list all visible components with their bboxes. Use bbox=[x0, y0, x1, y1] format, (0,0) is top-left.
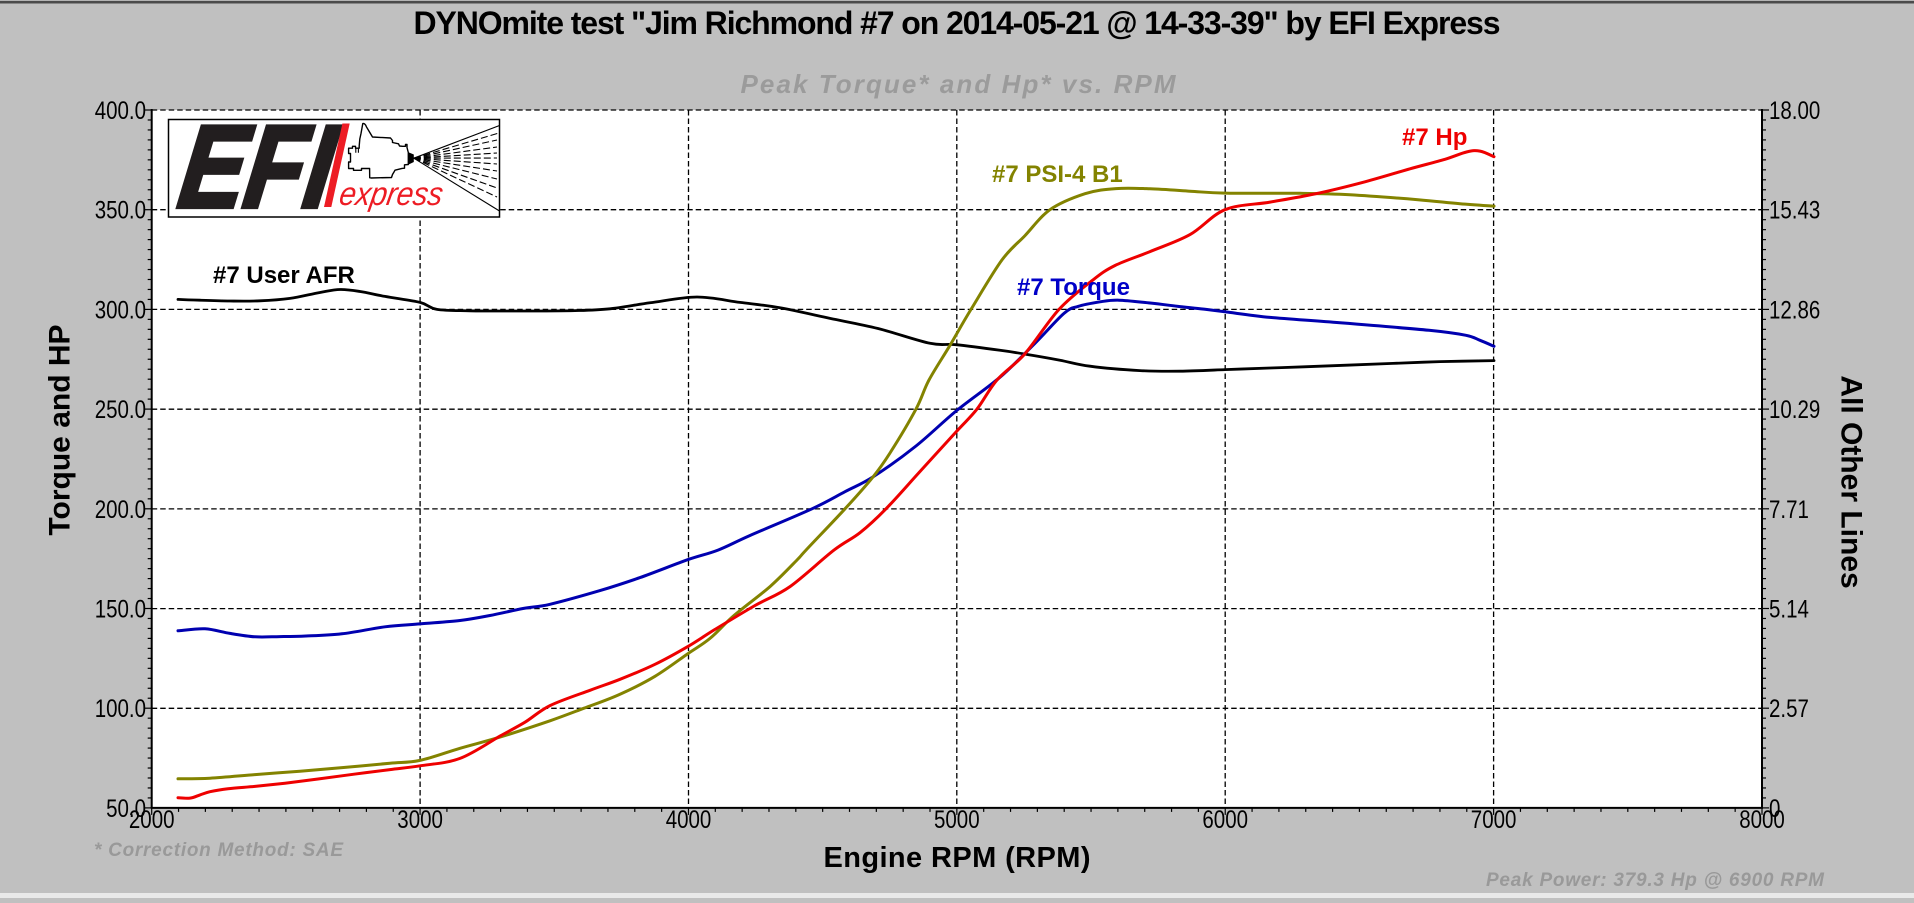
svg-text:All Other Lines: All Other Lines bbox=[1835, 375, 1868, 588]
svg-text:Torque and HP: Torque and HP bbox=[44, 324, 77, 535]
svg-text:150.0: 150.0 bbox=[95, 596, 146, 624]
svg-text:400.0: 400.0 bbox=[95, 97, 146, 125]
svg-text:2000: 2000 bbox=[129, 806, 175, 834]
svg-text:#7 User AFR: #7 User AFR bbox=[213, 262, 355, 289]
svg-text:7000: 7000 bbox=[1471, 806, 1517, 834]
svg-text:100.0: 100.0 bbox=[95, 695, 146, 723]
svg-text:express: express bbox=[337, 176, 446, 213]
svg-text:#7 Torque: #7 Torque bbox=[1017, 274, 1130, 301]
svg-text:300.0: 300.0 bbox=[95, 296, 146, 324]
svg-text:Peak Power: 379.3 Hp @ 6900 RP: Peak Power: 379.3 Hp @ 6900 RPM bbox=[1486, 870, 1825, 891]
svg-text:#7 Hp: #7 Hp bbox=[1402, 124, 1467, 151]
svg-text:8000: 8000 bbox=[1739, 806, 1785, 834]
svg-text:6000: 6000 bbox=[1202, 806, 1248, 834]
svg-text:#7 PSI-4 B1: #7 PSI-4 B1 bbox=[992, 161, 1123, 188]
svg-text:DYNOmite test "Jim Richmond #7: DYNOmite test "Jim Richmond #7 on 2014-0… bbox=[414, 5, 1501, 41]
svg-text:250.0: 250.0 bbox=[95, 396, 146, 424]
svg-text:4000: 4000 bbox=[666, 806, 712, 834]
svg-text:10.29: 10.29 bbox=[1769, 396, 1820, 424]
svg-text:350.0: 350.0 bbox=[95, 197, 146, 225]
svg-text:15.43: 15.43 bbox=[1769, 197, 1820, 225]
svg-text:Peak Torque* and Hp* vs. RPM: Peak Torque* and Hp* vs. RPM bbox=[741, 69, 1177, 99]
svg-text:5.14: 5.14 bbox=[1769, 596, 1809, 624]
svg-text:Engine RPM (RPM): Engine RPM (RPM) bbox=[824, 842, 1091, 874]
svg-text:200.0: 200.0 bbox=[95, 496, 146, 524]
svg-text:18.00: 18.00 bbox=[1769, 97, 1820, 125]
svg-text:* Correction Method: SAE: * Correction Method: SAE bbox=[94, 840, 344, 861]
svg-text:EFI: EFI bbox=[173, 102, 345, 232]
svg-text:3000: 3000 bbox=[397, 806, 443, 834]
svg-text:2.57: 2.57 bbox=[1769, 695, 1809, 723]
svg-text:5000: 5000 bbox=[934, 806, 980, 834]
svg-text:7.71: 7.71 bbox=[1769, 496, 1809, 524]
svg-text:12.86: 12.86 bbox=[1769, 296, 1820, 324]
